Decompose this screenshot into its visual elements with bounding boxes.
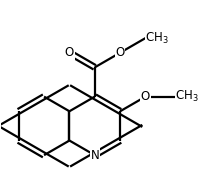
Text: O: O xyxy=(65,46,74,59)
Text: O: O xyxy=(141,90,150,103)
Text: N: N xyxy=(91,149,99,162)
Text: O: O xyxy=(116,46,125,59)
Text: CH$_3$: CH$_3$ xyxy=(146,31,169,46)
Text: CH$_3$: CH$_3$ xyxy=(175,89,199,104)
